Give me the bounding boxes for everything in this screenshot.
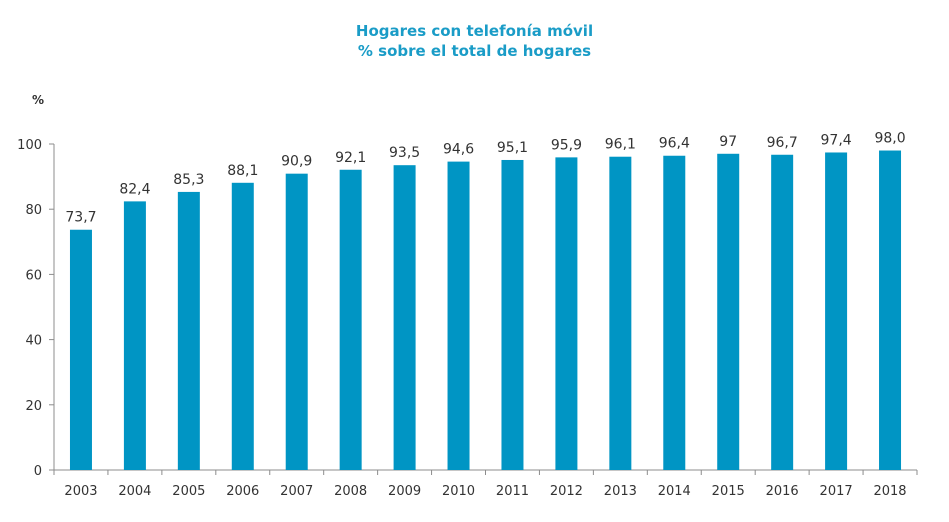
bar-value-label: 95,1 bbox=[497, 140, 528, 156]
bar bbox=[285, 173, 308, 470]
bar-value-label: 97 bbox=[719, 134, 737, 150]
y-tick-label: 80 bbox=[25, 203, 42, 218]
x-tick-label: 2004 bbox=[118, 484, 151, 499]
x-tick-label: 2003 bbox=[64, 484, 97, 499]
x-tick-label: 2013 bbox=[604, 484, 637, 499]
x-tick-label: 2017 bbox=[820, 484, 853, 499]
x-axis bbox=[53, 469, 918, 475]
bar bbox=[879, 150, 902, 470]
bar bbox=[123, 201, 146, 470]
x-tick-label: 2010 bbox=[442, 484, 475, 499]
y-axis-label: % bbox=[32, 93, 44, 107]
bar bbox=[609, 156, 632, 471]
chart-subtitle: % sobre el total de hogares bbox=[357, 42, 592, 60]
bar-value-label: 73,7 bbox=[65, 210, 96, 226]
x-tick-label: 2016 bbox=[766, 484, 799, 499]
x-tick-label: 2015 bbox=[712, 484, 745, 499]
y-tick-label: 20 bbox=[25, 399, 42, 414]
bar bbox=[555, 157, 578, 470]
bar bbox=[393, 165, 416, 470]
bar bbox=[663, 155, 686, 470]
bar-value-label: 96,1 bbox=[605, 137, 636, 153]
x-tick-label: 2018 bbox=[873, 484, 906, 499]
x-tick-label: 2009 bbox=[388, 484, 421, 499]
bar-value-label: 96,4 bbox=[659, 136, 690, 152]
bar bbox=[771, 154, 794, 470]
bar-value-label: 96,7 bbox=[767, 135, 798, 151]
bar bbox=[825, 152, 848, 470]
bars bbox=[69, 150, 902, 471]
x-tick-label: 2005 bbox=[172, 484, 205, 499]
bar-value-label: 82,4 bbox=[119, 181, 150, 197]
bar-value-label: 97,4 bbox=[821, 132, 852, 148]
bar-value-label: 93,5 bbox=[389, 145, 420, 161]
value-labels: 73,7 82,4 85,3 88,1 90,9 92,1 93,5 94,6 95,1 95,9… bbox=[65, 131, 905, 226]
x-tick-labels: 2003 2004 2005 2006 2007 2008 2009 2010 2011 2012… bbox=[64, 484, 906, 499]
y-tick-label: 0 bbox=[34, 464, 42, 479]
bar bbox=[177, 191, 200, 470]
y-axis: 0 20 40 60 80 100 bbox=[17, 138, 55, 479]
bar-value-label: 85,3 bbox=[173, 172, 204, 188]
bar bbox=[339, 169, 362, 470]
bar-value-label: 88,1 bbox=[227, 163, 258, 179]
bar-value-label: 95,9 bbox=[551, 137, 582, 153]
x-tick-label: 2012 bbox=[550, 484, 583, 499]
bar bbox=[717, 153, 740, 470]
bar-value-label: 98,0 bbox=[874, 131, 905, 147]
x-tick-label: 2006 bbox=[226, 484, 259, 499]
x-tick-label: 2011 bbox=[496, 484, 529, 499]
x-tick-label: 2014 bbox=[658, 484, 691, 499]
bar-value-label: 90,9 bbox=[281, 154, 312, 170]
y-tick-label: 100 bbox=[17, 138, 42, 153]
bar bbox=[501, 159, 524, 470]
bar bbox=[447, 161, 470, 470]
x-tick-label: 2007 bbox=[280, 484, 313, 499]
chart-title: Hogares con telefonía móvil bbox=[355, 22, 594, 40]
x-tick-label: 2008 bbox=[334, 484, 367, 499]
bar bbox=[231, 182, 254, 470]
bar bbox=[69, 229, 92, 470]
y-tick-label: 40 bbox=[25, 334, 42, 349]
bar-value-label: 94,6 bbox=[443, 142, 474, 158]
bar-value-label: 92,1 bbox=[335, 150, 366, 166]
y-tick-label: 60 bbox=[25, 268, 42, 283]
